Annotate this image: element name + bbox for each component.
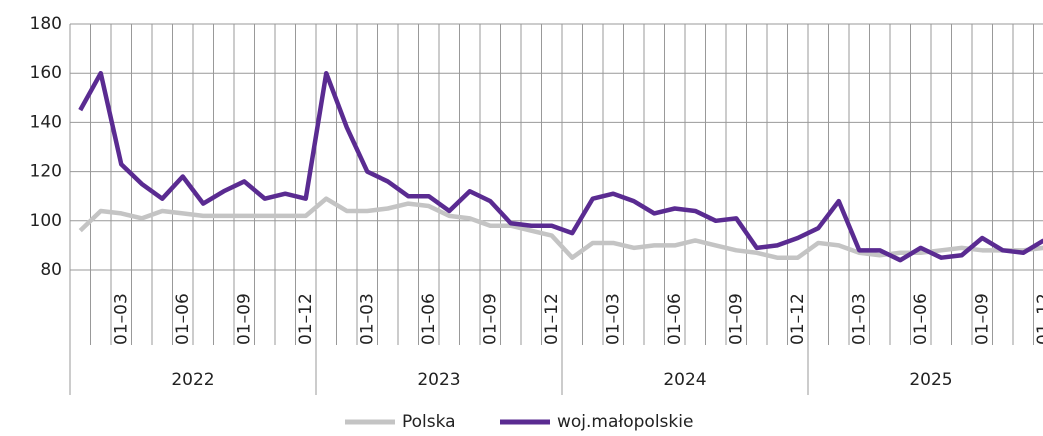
x-tick-label: 01–09 [480,293,500,345]
legend-label: woj.małopolskie [557,412,693,432]
x-tick-label: 01–03 [357,293,377,345]
x-tick-label: 01–03 [603,293,623,345]
legend-label: Polska [402,412,456,432]
year-label: 2022 [171,370,214,390]
x-tick-label: 01–12 [296,293,316,345]
x-tick-label: 01–09 [972,293,992,345]
series-line [78,196,1043,260]
x-tick-label: 01–12 [788,293,808,345]
y-tick-label: 160 [30,63,62,83]
series-line [78,70,1043,263]
y-tick-label: 120 [30,162,62,182]
x-tick-label: 01–09 [726,293,746,345]
y-tick-label: 140 [30,112,62,132]
y-tick-label: 80 [40,260,62,280]
y-tick-label: 100 [30,211,62,231]
x-tick-label: 01–06 [419,293,439,345]
year-label: 2024 [663,370,706,390]
x-tick-label: 01–06 [665,293,685,345]
plot: 80 100 120 140 160 180 01–03 01–06 01–09 01–12 01–… [30,14,1043,432]
x-tick-label: 01–06 [173,293,193,345]
year-label: 2023 [417,370,460,390]
x-tick-label: 01–09 [234,293,254,345]
x-tick-label: 01–06 [911,293,931,345]
x-tick-label: 01–03 [111,293,131,345]
x-tick-label: 01–03 [849,293,869,345]
x-tick-label: 01–12 [1034,293,1043,345]
x-tick-label: 01–12 [542,293,562,345]
y-tick-label: 180 [30,14,62,34]
year-label: 2025 [909,370,952,390]
